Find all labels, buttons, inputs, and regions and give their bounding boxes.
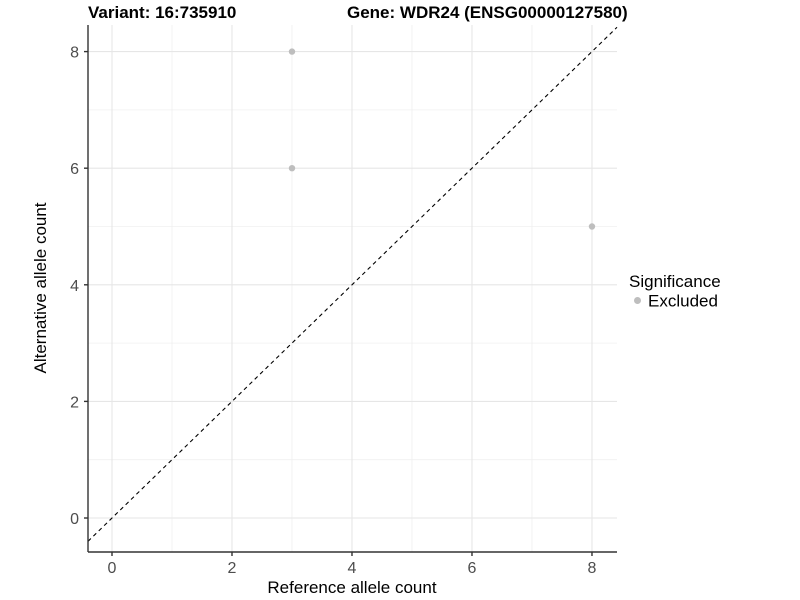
data-points: [288, 48, 596, 230]
legend-label-excluded: Excluded: [648, 292, 718, 311]
x-tick-label: 8: [588, 560, 597, 577]
legend-key-excluded-icon: [634, 297, 641, 304]
y-tick-label: 6: [70, 161, 79, 178]
axis-tick-labels: 0 2 4 6 8 0 2 4 6 8: [70, 45, 596, 577]
y-tick-label: 0: [70, 511, 79, 528]
x-tick-label: 0: [108, 560, 117, 577]
y-tick-label: 4: [70, 278, 79, 295]
legend: Significance Excluded: [629, 272, 721, 311]
x-tick-label: 4: [348, 560, 357, 577]
x-axis-title: Reference allele count: [267, 578, 436, 597]
x-tick-label: 6: [468, 560, 477, 577]
y-tick-label: 2: [70, 394, 79, 411]
data-point: [288, 164, 296, 172]
gridlines: [88, 25, 617, 552]
plot-title-gene: Gene: WDR24 (ENSG00000127580): [347, 3, 628, 22]
data-point: [588, 223, 596, 230]
data-point: [288, 48, 296, 55]
identity-reference-line: [87, 26, 618, 542]
dashed-identity-line: [87, 26, 618, 542]
legend-title: Significance: [629, 272, 721, 291]
y-tick-label: 8: [70, 45, 79, 62]
y-axis-title: Alternative allele count: [31, 202, 50, 373]
plot-title-variant: Variant: 16:735910: [88, 3, 236, 22]
axis-ticks: [84, 50, 593, 556]
x-tick-label: 2: [228, 560, 237, 577]
